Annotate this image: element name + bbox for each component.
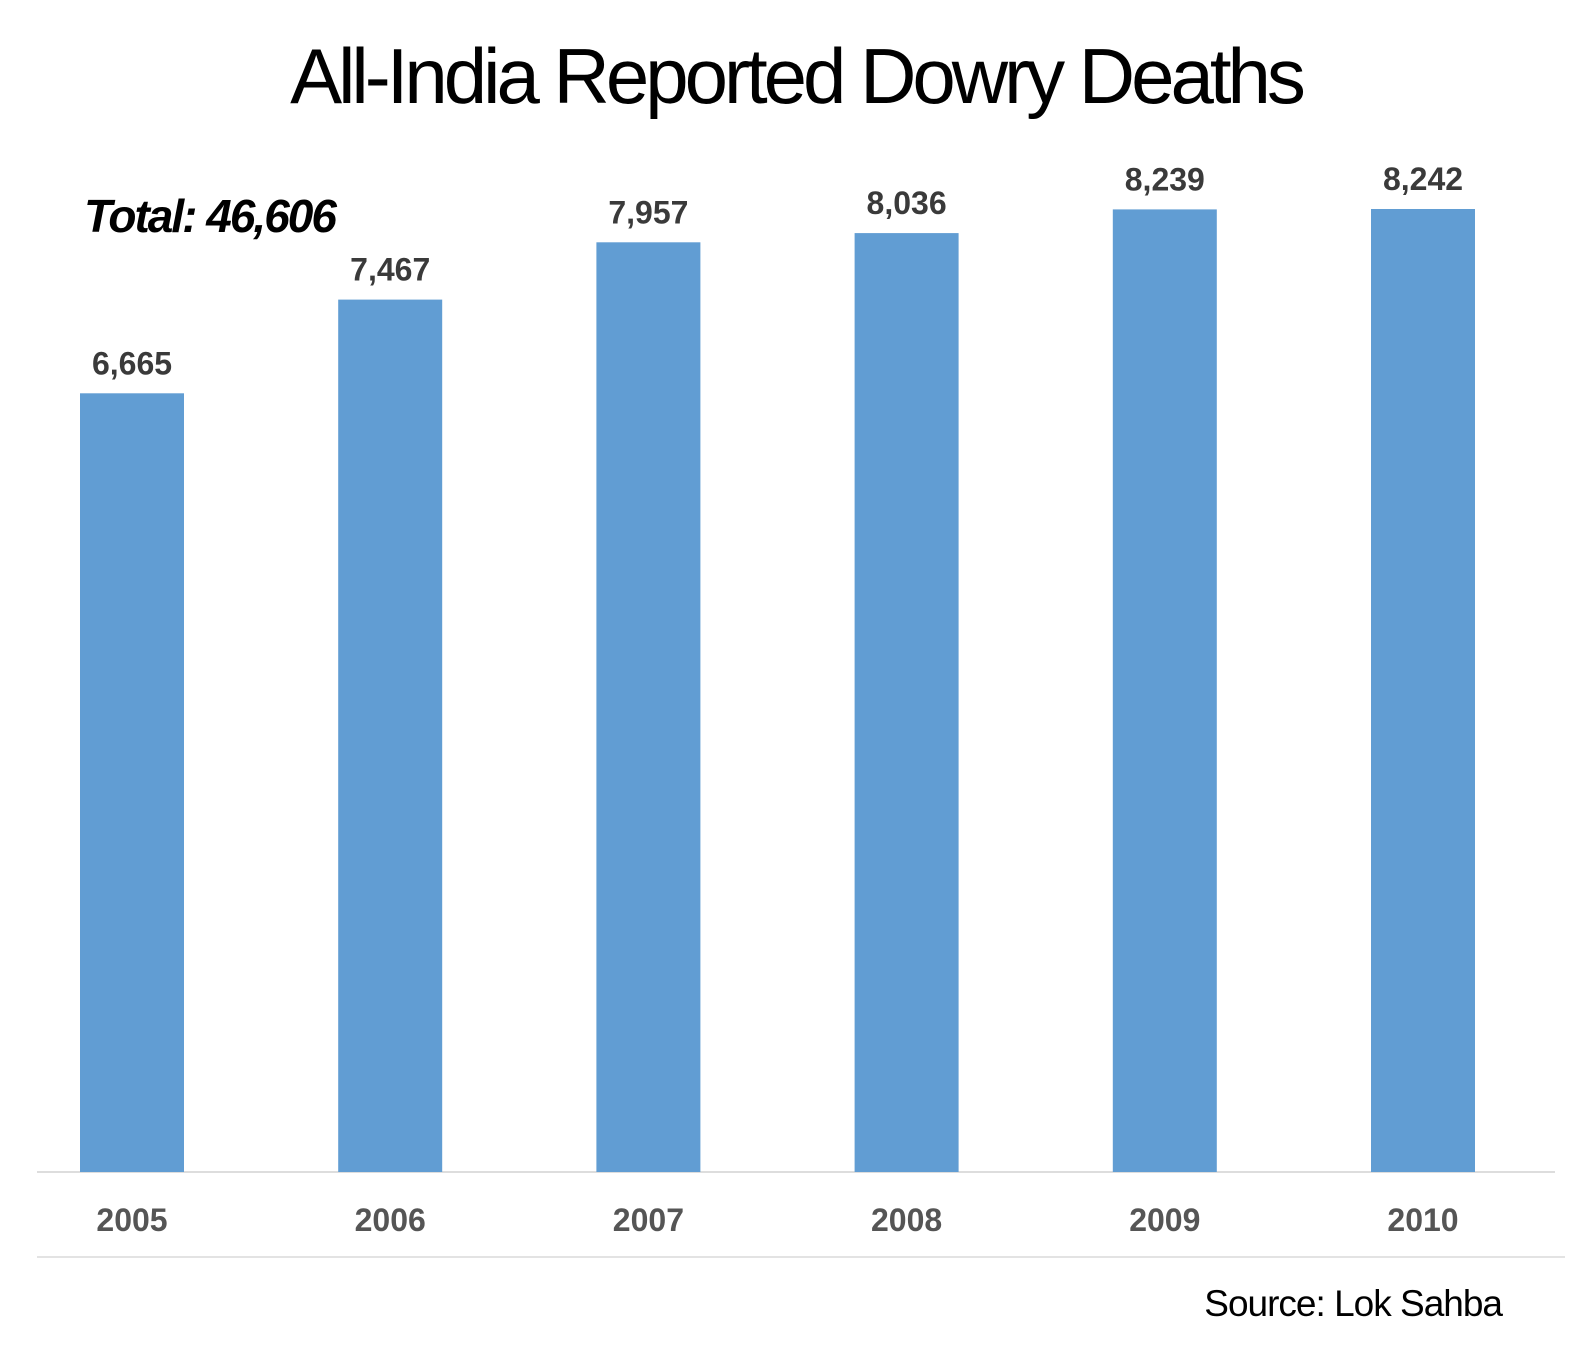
bar-2010 bbox=[1371, 209, 1475, 1172]
total-annotation: Total: 46,606 bbox=[84, 190, 337, 242]
bar-2009 bbox=[1112, 209, 1217, 1172]
bar-2005 bbox=[80, 393, 184, 1172]
value-label-2010: 8,242 bbox=[1383, 161, 1463, 197]
value-label-2009: 8,239 bbox=[1125, 161, 1205, 197]
value-label-2005: 6,665 bbox=[92, 345, 172, 381]
x-tick-label-2005: 2005 bbox=[96, 1202, 167, 1238]
x-tick-label-2008: 2008 bbox=[871, 1202, 942, 1238]
bars-group: 6,665 2005 7,467 2006 7,957 2007 8,036 2008 8,23… bbox=[80, 161, 1475, 1238]
bar-2006 bbox=[338, 299, 443, 1173]
bar-2007 bbox=[596, 242, 701, 1173]
x-tick-label-2009: 2009 bbox=[1129, 1202, 1200, 1238]
x-tick-label-2007: 2007 bbox=[613, 1202, 684, 1238]
value-label-2008: 8,036 bbox=[867, 185, 947, 221]
x-tick-label-2010: 2010 bbox=[1387, 1202, 1458, 1238]
source-note: Source: Lok Sahba bbox=[1204, 1283, 1503, 1324]
value-label-2006: 7,467 bbox=[350, 252, 430, 288]
chart-title: All-India Reported Dowry Deaths bbox=[290, 32, 1304, 120]
bar-2008 bbox=[854, 233, 959, 1173]
value-label-2007: 7,957 bbox=[608, 194, 688, 230]
x-tick-label-2006: 2006 bbox=[355, 1202, 426, 1238]
